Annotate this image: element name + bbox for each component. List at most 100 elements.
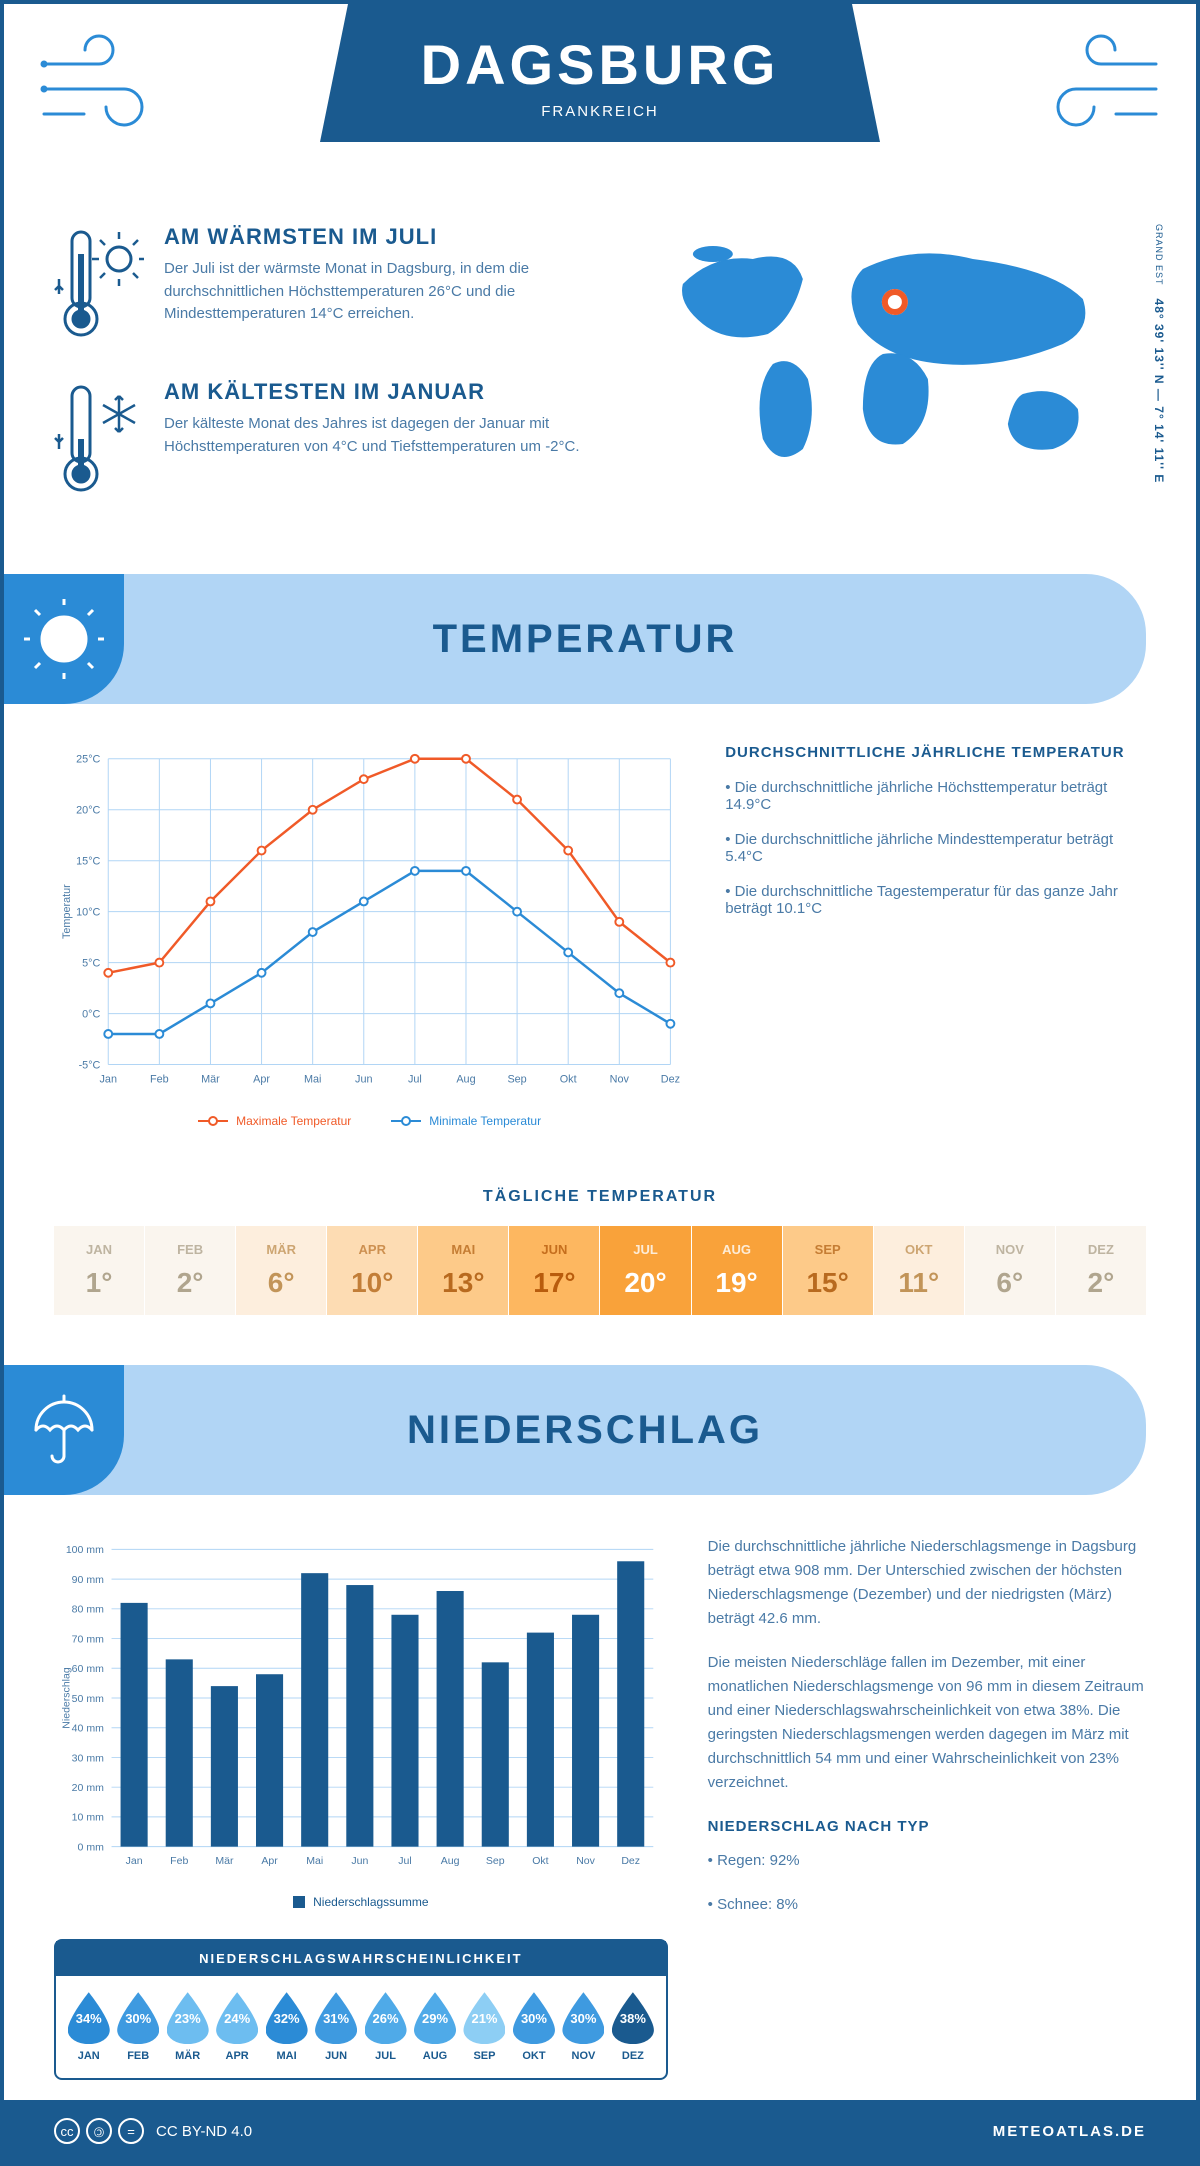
svg-text:60 mm: 60 mm xyxy=(72,1663,104,1675)
svg-text:Jun: Jun xyxy=(355,1073,372,1085)
precip-section-header: NIEDERSCHLAG xyxy=(4,1365,1146,1495)
coldest-fact: AM KÄLTESTEN IM JANUAR Der kälteste Mona… xyxy=(54,379,610,504)
svg-text:20 mm: 20 mm xyxy=(72,1782,104,1794)
svg-text:Temperatur: Temperatur xyxy=(61,884,73,939)
daily-temp-cell: MÄR6° xyxy=(236,1226,326,1315)
coldest-text: Der kälteste Monat des Jahres ist dagege… xyxy=(164,413,610,458)
header: DAGSBURG FRANKREICH xyxy=(4,4,1196,204)
warmest-title: AM WÄRMSTEN IM JULI xyxy=(164,224,610,250)
svg-text:Jan: Jan xyxy=(100,1073,117,1085)
svg-text:Mai: Mai xyxy=(304,1073,321,1085)
svg-text:Mai: Mai xyxy=(306,1855,323,1867)
world-map xyxy=(640,224,1146,484)
svg-text:Mär: Mär xyxy=(215,1855,234,1867)
thermometer-hot-icon xyxy=(54,224,144,349)
svg-text:Sep: Sep xyxy=(507,1073,526,1085)
prob-drop: 23%MÄR xyxy=(163,1992,212,2062)
svg-text:70 mm: 70 mm xyxy=(72,1633,104,1645)
coldest-title: AM KÄLTESTEN IM JANUAR xyxy=(164,379,610,405)
cc-icons: cc🄯= xyxy=(54,2118,144,2144)
daily-temp-cell: NOV6° xyxy=(965,1226,1055,1315)
temperature-line-chart: -5°C0°C5°C10°C15°C20°C25°CJanFebMärAprMa… xyxy=(54,744,685,1128)
thermometer-cold-icon xyxy=(54,379,144,504)
svg-text:Apr: Apr xyxy=(253,1073,270,1085)
wind-icon xyxy=(34,34,174,144)
country-subtitle: FRANKREICH xyxy=(320,103,880,120)
footer: cc🄯= CC BY-ND 4.0 METEOATLAS.DE xyxy=(4,2100,1196,2162)
bytype-1: • Regen: 92% xyxy=(708,1849,1146,1873)
precipitation-bar-chart: 0 mm10 mm20 mm30 mm40 mm50 mm60 mm70 mm8… xyxy=(54,1535,668,1909)
coordinates: GRAND EST 48° 39' 13'' N — 7° 14' 11'' E xyxy=(1152,224,1166,483)
svg-text:Dez: Dez xyxy=(621,1855,640,1867)
license-text: CC BY-ND 4.0 xyxy=(156,2123,252,2140)
warmest-text: Der Juli ist der wärmste Monat in Dagsbu… xyxy=(164,258,610,326)
daily-temp-cell: JAN1° xyxy=(54,1226,144,1315)
prob-drop: 21%SEP xyxy=(460,1992,509,2062)
sun-icon xyxy=(4,574,124,704)
svg-text:Apr: Apr xyxy=(261,1855,278,1867)
temp-notes-title: DURCHSCHNITTLICHE JÄHRLICHE TEMPERATUR xyxy=(725,744,1146,761)
daily-temp-cell: OKT11° xyxy=(874,1226,964,1315)
site-name: METEOATLAS.DE xyxy=(993,2123,1146,2140)
daily-temp-cell: JUL20° xyxy=(600,1226,690,1315)
prob-drop: 34%JAN xyxy=(64,1992,113,2062)
precip-probability-box: NIEDERSCHLAGSWAHRSCHEINLICHKEIT 34%JAN30… xyxy=(54,1939,668,2080)
wind-icon xyxy=(1026,34,1166,144)
title-banner: DAGSBURG FRANKREICH xyxy=(320,4,880,142)
temp-note-3: • Die durchschnittliche Tagestemperatur … xyxy=(725,883,1146,917)
temp-note-2: • Die durchschnittliche jährliche Mindes… xyxy=(725,831,1146,865)
svg-text:40 mm: 40 mm xyxy=(72,1723,104,1735)
svg-text:100 mm: 100 mm xyxy=(66,1544,104,1556)
prob-drop: 38%DEZ xyxy=(608,1992,657,2062)
svg-text:90 mm: 90 mm xyxy=(72,1574,104,1586)
svg-text:Dez: Dez xyxy=(661,1073,680,1085)
svg-text:Nov: Nov xyxy=(610,1073,630,1085)
svg-text:Feb: Feb xyxy=(170,1855,188,1867)
svg-text:Mär: Mär xyxy=(201,1073,220,1085)
daily-temp-cell: MAI13° xyxy=(418,1226,508,1315)
svg-text:10°C: 10°C xyxy=(76,907,100,919)
svg-text:30 mm: 30 mm xyxy=(72,1752,104,1764)
bytype-2: • Schnee: 8% xyxy=(708,1893,1146,1917)
city-title: DAGSBURG xyxy=(320,32,880,97)
svg-text:Okt: Okt xyxy=(560,1073,577,1085)
daily-temp-cell: AUG19° xyxy=(692,1226,782,1315)
svg-text:Aug: Aug xyxy=(441,1855,460,1867)
temp-note-1: • Die durchschnittliche jährliche Höchst… xyxy=(725,779,1146,813)
bytype-title: NIEDERSCHLAG NACH TYP xyxy=(708,1815,1146,1839)
daily-temp-cell: APR10° xyxy=(327,1226,417,1315)
svg-text:Jul: Jul xyxy=(408,1073,422,1085)
daily-temp-cell: JUN17° xyxy=(509,1226,599,1315)
svg-text:0°C: 0°C xyxy=(82,1009,100,1021)
svg-text:Sep: Sep xyxy=(486,1855,505,1867)
svg-text:Jun: Jun xyxy=(351,1855,368,1867)
precip-para-1: Die durchschnittliche jährliche Niedersc… xyxy=(708,1535,1146,1631)
svg-text:80 mm: 80 mm xyxy=(72,1604,104,1616)
svg-text:Okt: Okt xyxy=(532,1855,548,1867)
svg-text:-5°C: -5°C xyxy=(79,1059,101,1071)
svg-text:Niederschlag: Niederschlag xyxy=(60,1667,72,1729)
legend-min: Minimale Temperatur xyxy=(429,1114,541,1128)
precip-title: NIEDERSCHLAG xyxy=(124,1408,1146,1453)
svg-text:25°C: 25°C xyxy=(76,754,100,766)
svg-text:Aug: Aug xyxy=(456,1073,475,1085)
prob-drop: 24%APR xyxy=(212,1992,261,2062)
prob-drop: 30%OKT xyxy=(509,1992,558,2062)
precip-para-2: Die meisten Niederschläge fallen im Deze… xyxy=(708,1651,1146,1795)
prob-drop: 31%JUN xyxy=(311,1992,360,2062)
svg-text:0 mm: 0 mm xyxy=(78,1842,105,1854)
svg-text:20°C: 20°C xyxy=(76,805,100,817)
svg-text:15°C: 15°C xyxy=(76,856,100,868)
svg-text:Feb: Feb xyxy=(150,1073,169,1085)
svg-text:Nov: Nov xyxy=(576,1855,595,1867)
svg-text:Jul: Jul xyxy=(398,1855,411,1867)
temperature-title: TEMPERATUR xyxy=(124,617,1146,662)
prob-drop: 29%AUG xyxy=(410,1992,459,2062)
prob-drop: 26%JUL xyxy=(361,1992,410,2062)
daily-temperature-strip: JAN1°FEB2°MÄR6°APR10°MAI13°JUN17°JUL20°A… xyxy=(4,1226,1196,1365)
umbrella-icon xyxy=(4,1365,124,1495)
temperature-section-header: TEMPERATUR xyxy=(4,574,1146,704)
legend-max: Maximale Temperatur xyxy=(236,1114,351,1128)
legend-precip: Niederschlagssumme xyxy=(313,1895,428,1909)
daily-temp-title: TÄGLICHE TEMPERATUR xyxy=(4,1188,1196,1206)
